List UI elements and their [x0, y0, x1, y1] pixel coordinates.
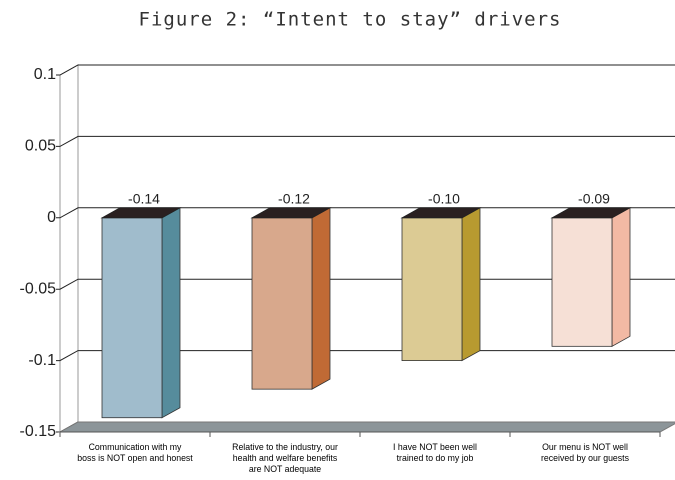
side-wall [59, 64, 79, 433]
bar [251, 217, 313, 390]
value-label: -0.14 [128, 191, 160, 207]
bar [551, 217, 613, 347]
y-tick-label: -0.1 [28, 352, 56, 369]
bar-side [311, 207, 331, 390]
x-tick-label: Relative to the industry, our health and… [232, 442, 338, 475]
x-tick-label: Communication with my boss is NOT open a… [77, 442, 193, 464]
y-tick-label: 0.05 [25, 138, 56, 155]
floor [58, 421, 675, 433]
y-tick-label: 0 [47, 209, 56, 226]
bar-top [400, 207, 482, 219]
grid-line [56, 207, 675, 219]
value-label: -0.10 [428, 191, 460, 207]
grid-line [56, 135, 675, 147]
value-label: -0.09 [578, 191, 610, 207]
bar-top [100, 207, 182, 219]
value-label: -0.12 [278, 191, 310, 207]
grid-line [56, 64, 675, 76]
y-tick-label: -0.15 [20, 423, 57, 440]
y-tick-label: -0.05 [20, 280, 57, 297]
bar-side [161, 207, 181, 419]
bar-side [461, 207, 481, 362]
x-tick-label: I have NOT been well trained to do my jo… [393, 442, 477, 464]
bar-top [250, 207, 332, 219]
bar [101, 217, 163, 419]
grid-line [56, 350, 675, 362]
bar-top [550, 207, 632, 219]
chart-title: Figure 2: “Intent to stay” drivers [139, 9, 562, 31]
x-tick-label: Our menu is NOT well received by our gue… [541, 442, 629, 464]
bar-side [611, 207, 631, 347]
bar [401, 217, 463, 362]
grid-line [56, 278, 675, 290]
y-tick-label: 0.1 [34, 66, 56, 83]
